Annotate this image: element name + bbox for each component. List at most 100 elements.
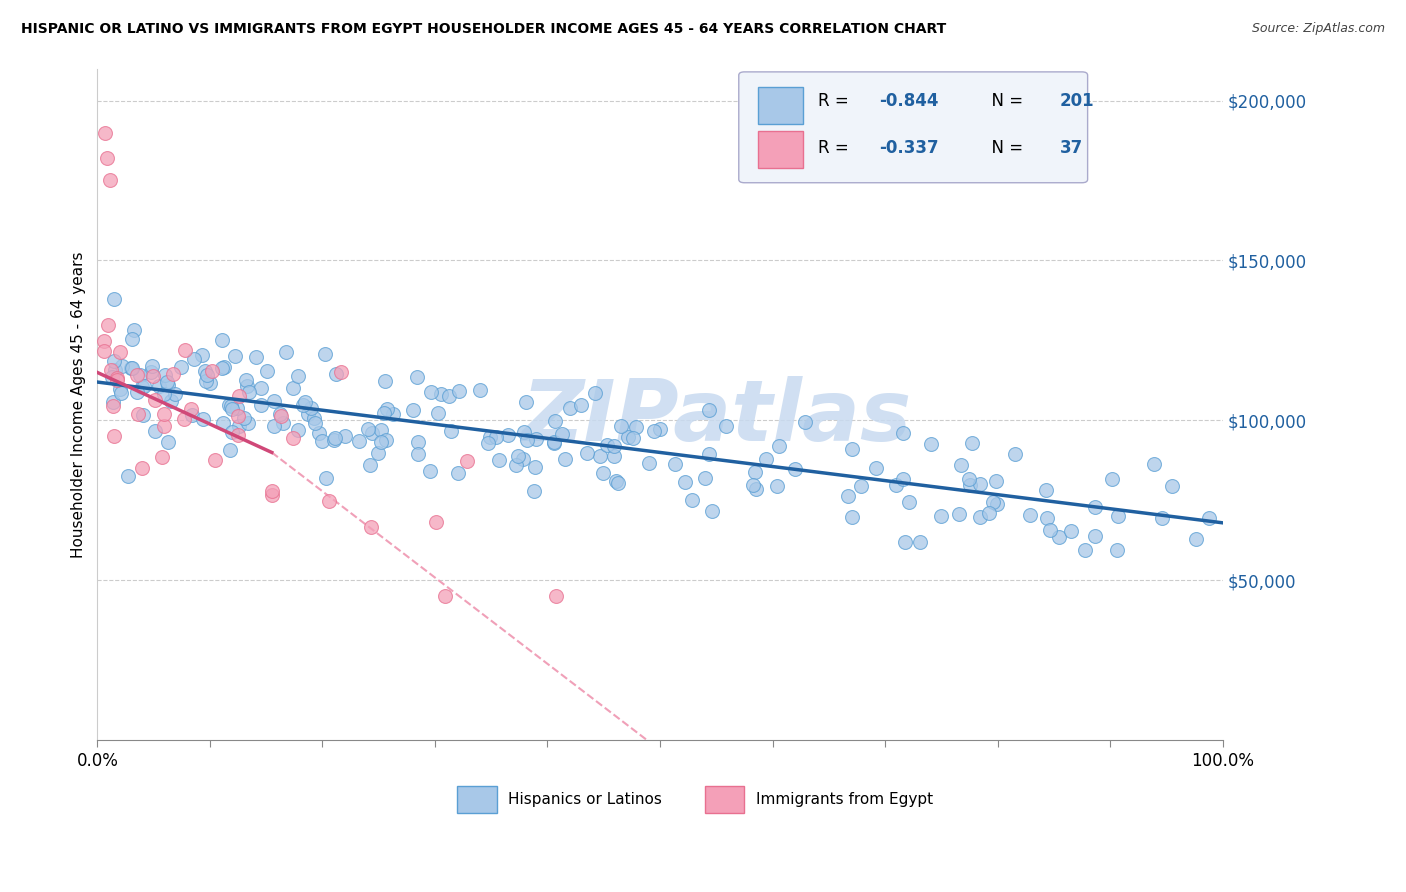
Point bbox=[103, 354, 125, 368]
Text: -0.844: -0.844 bbox=[879, 92, 939, 110]
Point bbox=[551, 426, 574, 441]
Point bbox=[127, 407, 149, 421]
Point bbox=[948, 507, 970, 521]
Point bbox=[233, 410, 256, 425]
Point bbox=[477, 436, 499, 450]
Point bbox=[1035, 483, 1057, 497]
Point bbox=[170, 360, 193, 375]
Point bbox=[1060, 524, 1083, 538]
Point bbox=[544, 414, 567, 428]
Point bbox=[437, 389, 460, 403]
Point bbox=[1150, 511, 1173, 525]
Point bbox=[468, 383, 491, 397]
Point bbox=[370, 434, 392, 449]
Point bbox=[558, 401, 581, 415]
Point bbox=[304, 410, 326, 425]
FancyBboxPatch shape bbox=[758, 87, 803, 124]
Point bbox=[969, 477, 991, 491]
Point bbox=[373, 406, 395, 420]
Point bbox=[744, 465, 766, 479]
Point bbox=[124, 323, 146, 337]
Point bbox=[783, 462, 806, 476]
Point bbox=[323, 431, 346, 445]
Point bbox=[950, 458, 973, 473]
Point bbox=[134, 379, 156, 393]
Point bbox=[1004, 447, 1026, 461]
Point bbox=[908, 534, 931, 549]
Point bbox=[357, 421, 380, 435]
Point bbox=[638, 456, 661, 470]
Point bbox=[617, 430, 640, 444]
Point bbox=[506, 450, 529, 464]
Point bbox=[111, 359, 134, 373]
Point bbox=[263, 419, 285, 434]
Point bbox=[370, 423, 392, 437]
Point bbox=[173, 412, 195, 426]
Point bbox=[228, 428, 250, 442]
Point bbox=[524, 433, 547, 447]
Point bbox=[150, 450, 173, 464]
Point bbox=[699, 403, 721, 417]
Text: Immigrants from Egypt: Immigrants from Egypt bbox=[755, 792, 932, 807]
Point bbox=[98, 173, 121, 187]
Point bbox=[897, 494, 920, 508]
Point bbox=[603, 440, 626, 454]
Point bbox=[153, 368, 176, 382]
Point bbox=[125, 368, 148, 382]
Point bbox=[260, 487, 283, 501]
Point bbox=[120, 360, 142, 375]
Point bbox=[323, 433, 346, 447]
Point bbox=[127, 385, 149, 400]
Point bbox=[419, 464, 441, 478]
Point bbox=[153, 386, 176, 401]
Point bbox=[576, 446, 599, 460]
Point bbox=[957, 472, 980, 486]
Point bbox=[108, 345, 131, 359]
Point bbox=[256, 364, 278, 378]
Point bbox=[103, 292, 125, 306]
Point bbox=[287, 424, 309, 438]
Point bbox=[440, 425, 463, 439]
Point bbox=[360, 520, 382, 534]
Point bbox=[569, 398, 592, 412]
Point bbox=[1047, 530, 1070, 544]
Point bbox=[211, 333, 233, 347]
Point bbox=[292, 398, 315, 412]
Point bbox=[427, 406, 450, 420]
Point bbox=[297, 407, 319, 421]
Point bbox=[755, 451, 778, 466]
Point bbox=[249, 398, 271, 412]
Point bbox=[219, 399, 242, 413]
Point bbox=[849, 479, 872, 493]
Point bbox=[583, 385, 606, 400]
Point bbox=[606, 476, 628, 491]
FancyBboxPatch shape bbox=[738, 72, 1088, 183]
Point bbox=[235, 373, 257, 387]
Point bbox=[543, 434, 565, 449]
Point bbox=[131, 380, 153, 394]
Point bbox=[643, 424, 665, 438]
Text: 37: 37 bbox=[1060, 139, 1083, 157]
Point bbox=[311, 434, 333, 449]
Point bbox=[104, 363, 127, 377]
Point bbox=[141, 359, 163, 373]
Point bbox=[425, 515, 447, 529]
Point bbox=[523, 483, 546, 498]
Point bbox=[152, 407, 174, 421]
Point bbox=[101, 399, 124, 413]
Point bbox=[294, 395, 316, 409]
Point bbox=[543, 435, 565, 450]
Point bbox=[121, 360, 143, 375]
FancyBboxPatch shape bbox=[457, 786, 496, 813]
Point bbox=[681, 492, 703, 507]
Point bbox=[664, 458, 686, 472]
Point bbox=[245, 350, 267, 364]
Text: N =: N = bbox=[981, 92, 1028, 110]
Point bbox=[180, 401, 202, 416]
Point bbox=[314, 347, 336, 361]
Point bbox=[702, 504, 724, 518]
Point bbox=[228, 389, 250, 403]
Point bbox=[1184, 532, 1206, 546]
Point bbox=[194, 374, 217, 388]
Point bbox=[1198, 511, 1220, 525]
